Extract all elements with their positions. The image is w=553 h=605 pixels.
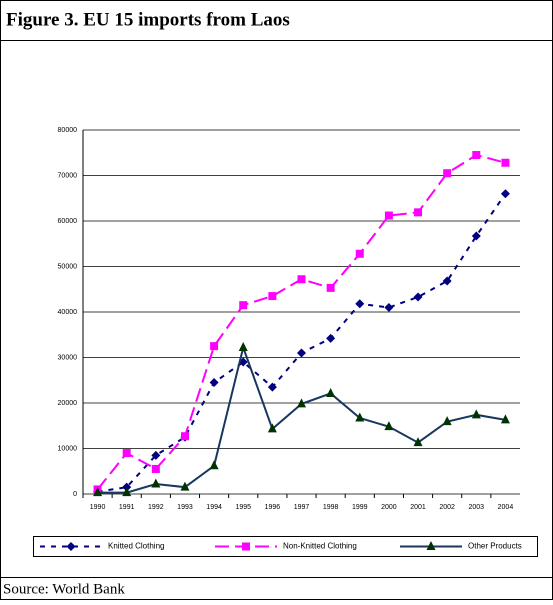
marker [151, 450, 161, 460]
x-tick-label: 1996 [265, 504, 281, 511]
x-tick-label: 2004 [498, 504, 514, 511]
marker [472, 151, 481, 160]
x-tick-label: 1997 [294, 504, 310, 511]
x-tick-label: 1990 [90, 504, 106, 511]
x-tick-label: 2000 [381, 504, 397, 511]
marker [384, 421, 394, 431]
y-tick-label: 70000 [58, 172, 78, 179]
legend-label: Other Products [468, 542, 522, 551]
marker [426, 541, 436, 550]
marker [355, 412, 365, 422]
x-tick-label: 1999 [352, 504, 368, 511]
marker [242, 542, 250, 551]
x-tick-label: 1998 [323, 504, 339, 511]
marker [471, 409, 481, 419]
y-tick-label: 40000 [58, 309, 78, 316]
x-tick-label: 1995 [235, 504, 251, 511]
marker [355, 249, 364, 258]
marker [93, 487, 103, 497]
marker [209, 378, 219, 388]
marker [442, 276, 452, 286]
marker [414, 208, 423, 217]
marker [209, 460, 219, 470]
marker [297, 275, 306, 284]
marker [297, 348, 306, 358]
marker [239, 301, 248, 310]
marker [122, 487, 132, 497]
y-tick-label: 0 [73, 491, 77, 498]
marker [443, 169, 452, 178]
marker [326, 283, 335, 292]
y-tick-label: 60000 [58, 218, 78, 225]
y-tick-label: 30000 [58, 354, 78, 361]
source: Source: World Bank [3, 581, 125, 597]
marker [210, 342, 219, 351]
x-tick-label: 2003 [469, 504, 485, 511]
marker [122, 449, 131, 458]
marker [268, 292, 277, 301]
marker [151, 464, 160, 473]
marker [267, 382, 277, 392]
marker [413, 292, 423, 302]
y-tick-label: 10000 [58, 445, 78, 452]
x-tick-label: 1994 [206, 504, 222, 511]
marker [267, 423, 277, 433]
legend-label: Non-Knitted Clothing [283, 542, 357, 551]
marker [297, 398, 306, 408]
marker [355, 299, 365, 309]
y-tick-label: 50000 [58, 263, 78, 270]
marker [66, 542, 76, 551]
x-tick-label: 1991 [119, 504, 135, 511]
x-tick-label: 1993 [177, 504, 193, 511]
y-tick-label: 20000 [58, 400, 78, 407]
marker [238, 341, 248, 351]
x-tick-label: 2002 [439, 504, 455, 511]
marker [151, 478, 161, 488]
x-tick-label: 1992 [148, 504, 164, 511]
chart-title: Figure 3. EU 15 imports from Laos [6, 9, 290, 30]
y-tick-label: 80000 [58, 127, 78, 134]
x-tick-label: 2001 [410, 504, 426, 511]
marker [413, 437, 423, 447]
legend-label: Knitted Clothing [108, 542, 164, 551]
marker [501, 158, 510, 167]
marker [471, 231, 481, 241]
marker [180, 481, 190, 491]
marker [442, 416, 452, 426]
marker [500, 414, 510, 424]
marker [384, 302, 394, 312]
marker [500, 189, 510, 199]
marker [180, 432, 189, 441]
legend-box [33, 536, 538, 557]
marker [384, 211, 393, 220]
marker [326, 333, 336, 343]
marker [326, 387, 336, 397]
